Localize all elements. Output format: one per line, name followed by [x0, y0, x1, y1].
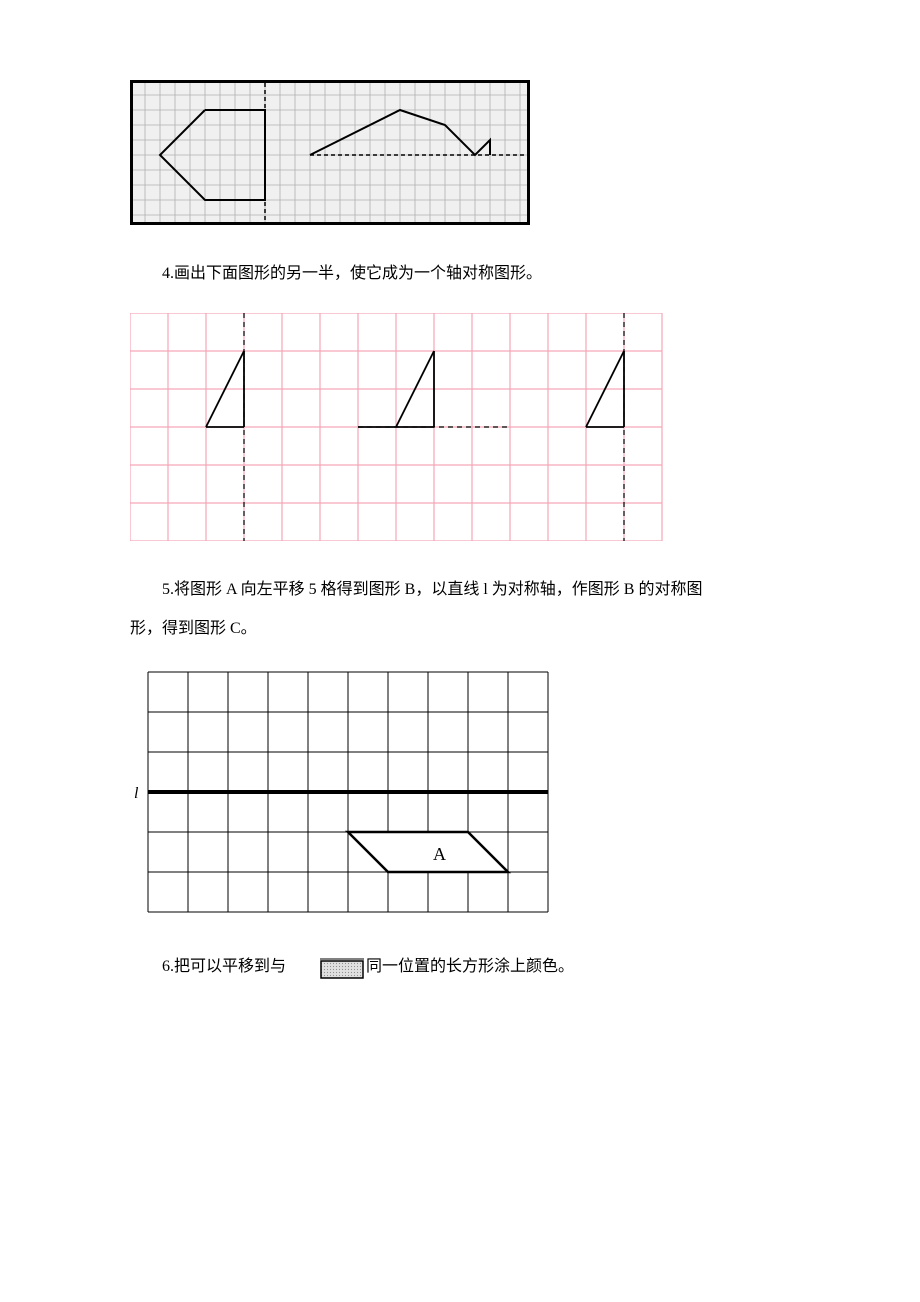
q5-figure: A l: [130, 668, 790, 918]
q6-inline-rect: [288, 948, 364, 986]
q5-svg: A l: [130, 668, 560, 918]
q3-border: [132, 82, 529, 224]
q3-figure: [130, 80, 790, 225]
q6-text-before: 6.把可以平移到与: [162, 958, 286, 975]
q4-svg: [130, 313, 690, 541]
q4-figure: [130, 313, 790, 541]
q5-shape-label: A: [433, 844, 446, 864]
q5-axis-label: l: [134, 785, 139, 802]
q6-text: 6.把可以平移到与 同一位置的长方形涂上颜色。: [130, 948, 790, 987]
worksheet-page: 4.画出下面图形的另一半，使它成为一个轴对称图形。: [0, 0, 920, 1067]
q5-shape-a: [348, 832, 508, 872]
q6-text-after: 同一位置的长方形涂上颜色。: [366, 958, 574, 975]
q4-text: 4.画出下面图形的另一半，使它成为一个轴对称图形。: [130, 255, 790, 293]
q5-text-line2: 形，得到图形 C。: [130, 610, 790, 648]
q3-svg: [130, 80, 530, 225]
q5-text-line1: 5.将图形 A 向左平移 5 格得到图形 B，以直线 l 为对称轴，作图形 B …: [130, 571, 790, 609]
